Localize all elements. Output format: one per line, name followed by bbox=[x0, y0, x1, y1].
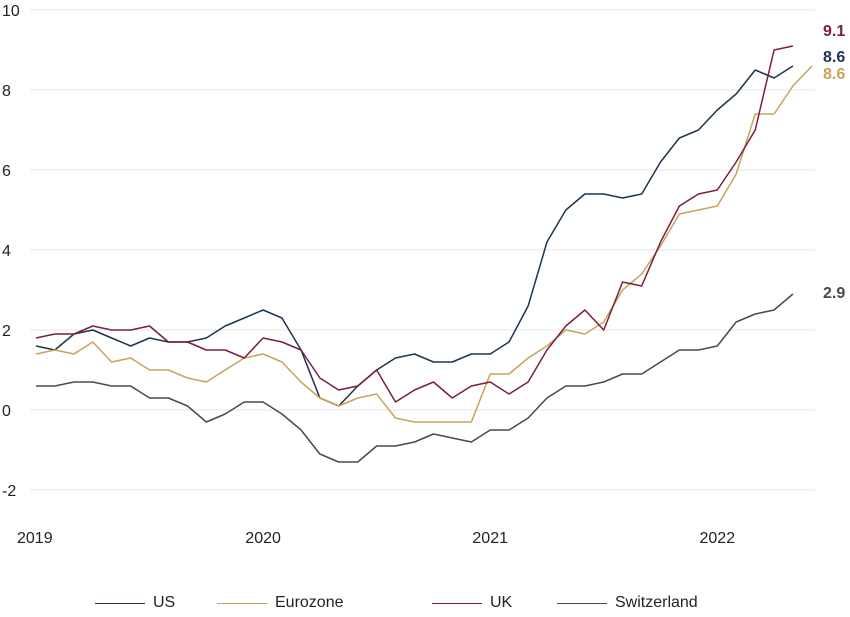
legend-swatch-uk bbox=[432, 602, 482, 604]
y-tick-label: 10 bbox=[2, 3, 20, 20]
y-tick-label: 4 bbox=[2, 243, 11, 260]
y-tick-label: 6 bbox=[2, 163, 11, 180]
series-lines bbox=[35, 45, 813, 463]
series-line-us bbox=[35, 65, 794, 407]
y-tick-label: 0 bbox=[2, 403, 11, 420]
legend-label-switzerland: Switzerland bbox=[615, 594, 698, 611]
legend-item-uk: UK bbox=[432, 590, 512, 616]
end-label-eurozone: 8.6 bbox=[823, 66, 845, 83]
end-label-us: 8.6 bbox=[823, 49, 845, 66]
series-line-uk bbox=[35, 45, 794, 403]
x-tick-label-2020: 2020 bbox=[245, 530, 281, 547]
legend: US Eurozone UK Switzerland bbox=[0, 590, 850, 616]
x-axis-ticks: 2019 2020 2021 2022 bbox=[17, 530, 735, 547]
x-tick-label-2022: 2022 bbox=[700, 530, 736, 547]
y-tick-label: -2 bbox=[2, 483, 16, 500]
y-axis-ticks: -2 0 2 4 6 8 10 bbox=[2, 3, 20, 500]
legend-item-us: US bbox=[95, 590, 175, 616]
legend-item-eurozone: Eurozone bbox=[217, 590, 344, 616]
legend-label-uk: UK bbox=[490, 594, 513, 611]
x-tick-label-2019: 2019 bbox=[17, 530, 53, 547]
y-tick-label: 8 bbox=[2, 83, 11, 100]
x-tick-label-2021: 2021 bbox=[472, 530, 508, 547]
gridlines bbox=[30, 9, 815, 491]
legend-swatch-us bbox=[95, 602, 145, 604]
legend-label-eurozone: Eurozone bbox=[275, 594, 344, 611]
legend-label-us: US bbox=[153, 594, 176, 611]
series-line-switzerland bbox=[36, 293, 794, 463]
end-label-switzerland: 2.9 bbox=[823, 285, 845, 302]
end-value-labels: 8.68.6 9.1 2.9 bbox=[823, 23, 845, 302]
end-label-uk: 9.1 bbox=[823, 23, 845, 40]
series-line-eurozone bbox=[35, 65, 813, 423]
legend-swatch-eurozone bbox=[217, 602, 267, 604]
legend-swatch-switzerland bbox=[557, 602, 607, 604]
legend-item-switzerland: Switzerland bbox=[557, 590, 698, 616]
inflation-line-chart: -2 0 2 4 6 8 10 2019 2020 2021 2022 8.68.6 9.1 2.9 bbox=[2, 3, 845, 547]
y-tick-label: 2 bbox=[2, 323, 11, 340]
